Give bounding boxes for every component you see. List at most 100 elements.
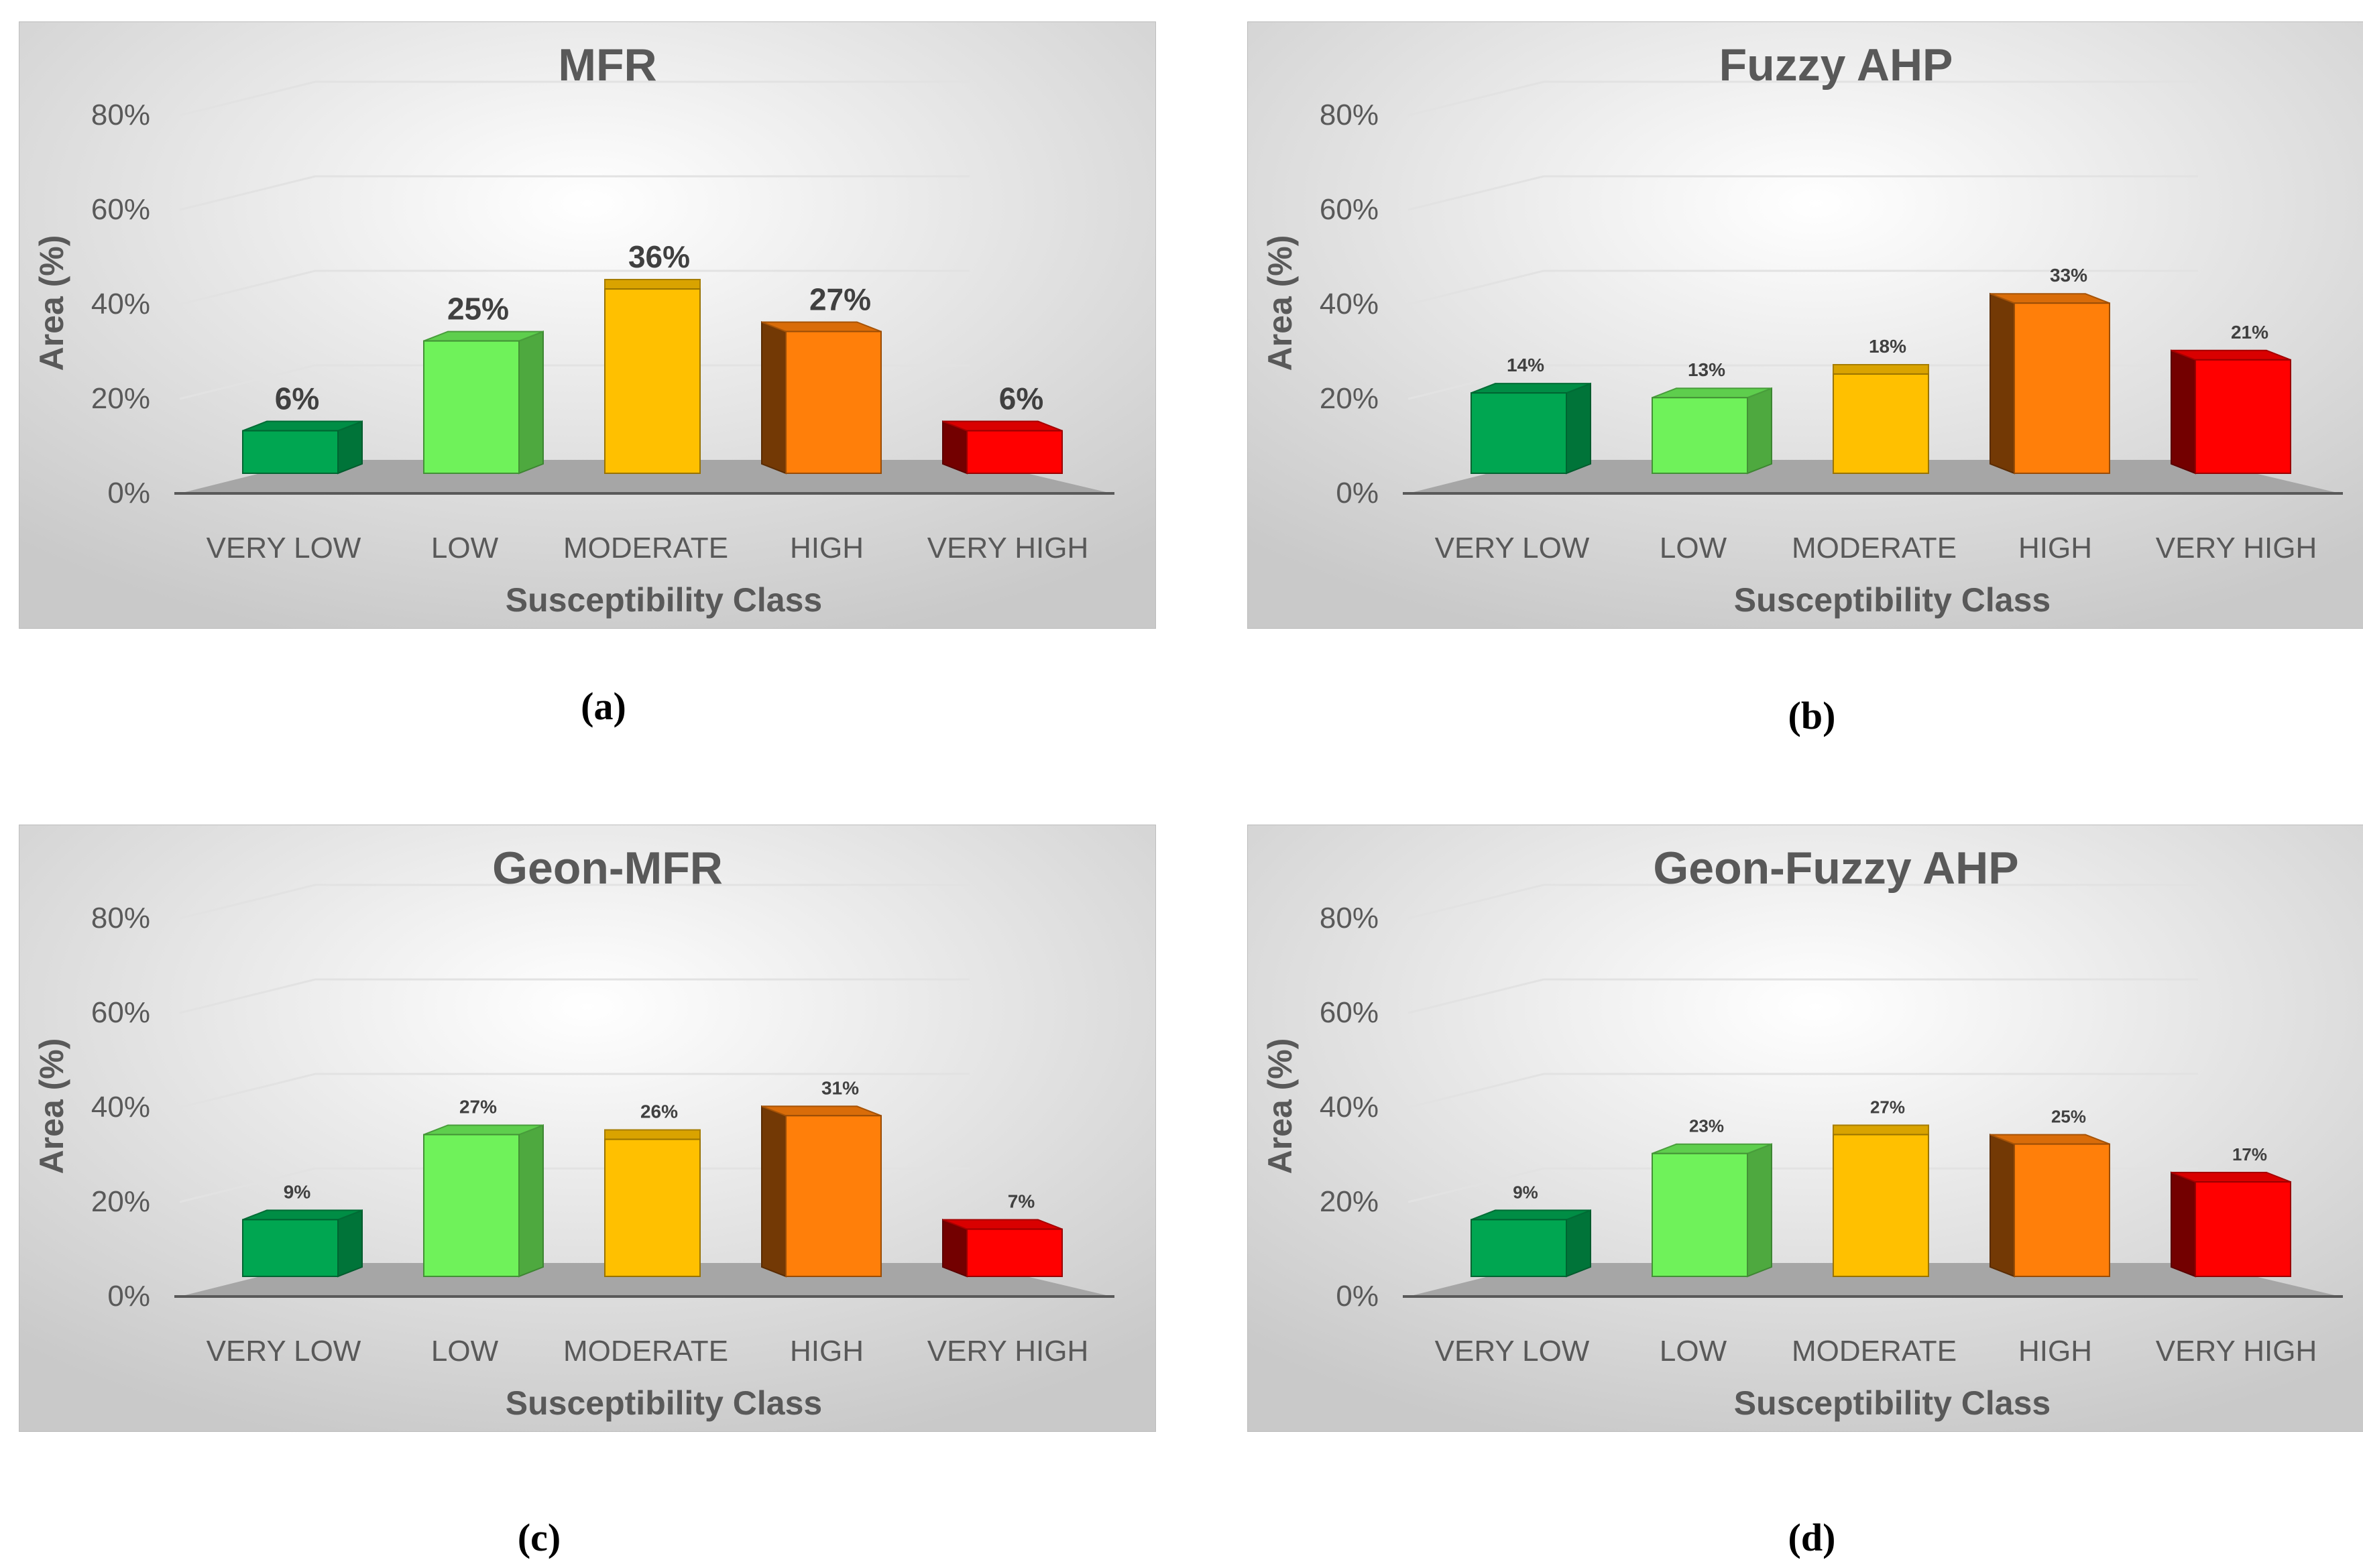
bar-side	[2171, 349, 2196, 475]
y-tick-label: 80%	[1320, 99, 1379, 131]
bar-front	[2014, 1143, 2110, 1277]
data-label: 33%	[2050, 265, 2087, 286]
bar-side	[1747, 387, 1772, 475]
data-label: 21%	[2231, 322, 2268, 343]
bar-top	[1833, 363, 1929, 375]
x-tick-label: HIGH	[790, 532, 864, 564]
caption-c: (c)	[517, 1516, 561, 1559]
x-tick-label: VERY HIGH	[927, 532, 1088, 564]
bar-front	[966, 1228, 1063, 1277]
bar-side	[337, 1209, 363, 1278]
x-tick-label: LOW	[1660, 532, 1727, 564]
bar-high	[1990, 1134, 2110, 1278]
x-tick-label: MODERATE	[1792, 532, 1957, 564]
y-tick-label: 60%	[1320, 996, 1379, 1029]
gridline	[179, 175, 970, 211]
x-tick-label: VERY HIGH	[927, 1335, 1088, 1368]
chart-svg: 0% 20% 40% 60% 80% Area (%) Geon-Fuzzy AHP 9% VE…	[1247, 825, 2363, 1432]
data-label: 18%	[1869, 336, 1906, 357]
x-axis-label: Susceptibility Class	[1734, 1384, 2051, 1422]
y-tick-label: 60%	[91, 193, 150, 226]
gridline	[179, 1167, 970, 1203]
data-label: 31%	[821, 1077, 859, 1098]
y-axis-label: Area (%)	[33, 1038, 70, 1174]
bar-top	[604, 1129, 701, 1140]
bar-high	[761, 1105, 882, 1278]
gridline	[1407, 175, 2198, 211]
chart-background	[19, 21, 1156, 629]
x-tick-label: MODERATE	[563, 1335, 728, 1368]
gridline	[179, 80, 970, 117]
chart-panel-fuzzy-ahp: 0% 20% 40% 60% 80% Area (%) Fuzzy AHP 14% VERY L…	[1247, 21, 2363, 629]
x-tick-label: VERY HIGH	[2156, 1335, 2317, 1368]
bar-moderate	[604, 1129, 701, 1277]
y-tick-label: 20%	[91, 1185, 150, 1218]
gridline	[1407, 364, 2198, 400]
x-tick-label: VERY LOW	[1435, 532, 1590, 564]
bar-very-high	[942, 420, 1063, 475]
bar-low	[423, 330, 544, 475]
x-tick-label: LOW	[431, 532, 499, 564]
y-axis-label: Area (%)	[1261, 235, 1299, 371]
bar-side	[761, 321, 787, 475]
data-label: 7%	[1008, 1191, 1035, 1212]
gridline	[179, 884, 970, 920]
caption-b: (b)	[1788, 694, 1836, 737]
y-tick-label: 20%	[1320, 1185, 1379, 1218]
gridline	[1407, 978, 2198, 1014]
chart-title: Geon-Fuzzy AHP	[1653, 843, 2018, 894]
bar-top	[604, 279, 701, 290]
bar-front	[785, 1115, 882, 1277]
bar-very-low	[242, 420, 363, 475]
x-tick-label: LOW	[1660, 1335, 1727, 1368]
bar-side	[1990, 1134, 2015, 1278]
y-tick-label: 40%	[1320, 1091, 1379, 1124]
y-tick-label: 0%	[107, 477, 150, 509]
x-tick-label: HIGH	[2018, 1335, 2092, 1368]
bar-very-high	[2171, 349, 2291, 475]
x-tick-label: HIGH	[790, 1335, 864, 1368]
data-label: 6%	[999, 381, 1043, 416]
y-tick-label: 40%	[1320, 288, 1379, 320]
gridline	[1407, 80, 2198, 117]
chart-panel-geon-fuzzy-ahp: 0% 20% 40% 60% 80% Area (%) Geon-Fuzzy AHP 9% VE…	[1247, 825, 2363, 1432]
bar-very-low	[1471, 1209, 1591, 1278]
bar-high	[761, 321, 882, 475]
y-tick-label: 60%	[1320, 193, 1379, 226]
bar-top	[1833, 1124, 1929, 1136]
data-label: 14%	[1507, 355, 1544, 375]
bar-low	[1652, 1143, 1772, 1278]
bar-front	[1833, 1134, 1929, 1277]
bar-front	[423, 1134, 520, 1277]
bar-front	[242, 430, 339, 474]
chart-svg: 0% 20% 40% 60% 80% Area (%) Geon-MFR 9% VERY LOW…	[19, 825, 1156, 1432]
bar-side	[2171, 1171, 2196, 1278]
x-tick-label: LOW	[431, 1335, 499, 1368]
bar-low	[1652, 387, 1772, 475]
data-label: 27%	[809, 282, 871, 317]
x-tick-label: VERY LOW	[207, 1335, 361, 1368]
bar-front	[604, 288, 701, 474]
bar-front	[1652, 1152, 1748, 1278]
data-label: 25%	[447, 292, 509, 326]
chart-title: Geon-MFR	[492, 843, 723, 894]
x-tick-label: MODERATE	[1792, 1335, 1957, 1368]
gridline	[1407, 1073, 2198, 1109]
data-label: 36%	[628, 239, 690, 274]
y-tick-label: 0%	[1336, 1280, 1379, 1313]
chart-panel-mfr: 0% 20% 40% 60% 80% Area (%) MFR 6% VERY LOW 25% LO…	[19, 21, 1156, 629]
bar-front	[1471, 392, 1567, 475]
bar-side	[1566, 382, 1591, 475]
x-tick-label: MODERATE	[563, 532, 728, 564]
gridline	[179, 1073, 970, 1109]
bar-side	[761, 1105, 787, 1278]
data-label: 25%	[2051, 1107, 2086, 1127]
y-tick-label: 60%	[91, 996, 150, 1029]
x-axis-label: Susceptibility Class	[506, 581, 822, 619]
bar-front	[604, 1138, 701, 1277]
y-axis-label: Area (%)	[1261, 1038, 1299, 1174]
data-label: 13%	[1688, 359, 1725, 380]
x-tick-label: HIGH	[2018, 532, 2092, 564]
x-axis-label: Susceptibility Class	[1734, 581, 2051, 619]
y-tick-label: 80%	[91, 99, 150, 131]
